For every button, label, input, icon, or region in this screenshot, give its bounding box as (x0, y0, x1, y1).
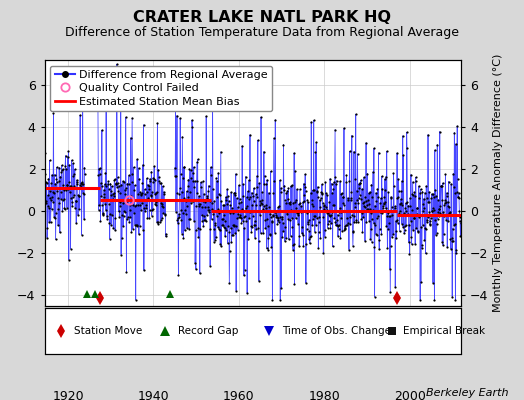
Text: Time of Obs. Change: Time of Obs. Change (282, 326, 391, 336)
Text: 1980: 1980 (309, 390, 340, 400)
Legend: Difference from Regional Average, Quality Control Failed, Estimated Station Mean: Difference from Regional Average, Qualit… (50, 66, 272, 111)
Y-axis label: Monthly Temperature Anomaly Difference (°C): Monthly Temperature Anomaly Difference (… (493, 54, 503, 312)
Text: Difference of Station Temperature Data from Regional Average: Difference of Station Temperature Data f… (65, 26, 459, 39)
Text: 1920: 1920 (52, 390, 84, 400)
Text: 1940: 1940 (138, 390, 169, 400)
Text: 2000: 2000 (394, 390, 426, 400)
Text: Empirical Break: Empirical Break (403, 326, 485, 336)
Text: Berkeley Earth: Berkeley Earth (426, 388, 508, 398)
Text: Record Gap: Record Gap (178, 326, 238, 336)
Text: 1960: 1960 (223, 390, 255, 400)
Text: Station Move: Station Move (74, 326, 142, 336)
Text: CRATER LAKE NATL PARK HQ: CRATER LAKE NATL PARK HQ (133, 10, 391, 25)
